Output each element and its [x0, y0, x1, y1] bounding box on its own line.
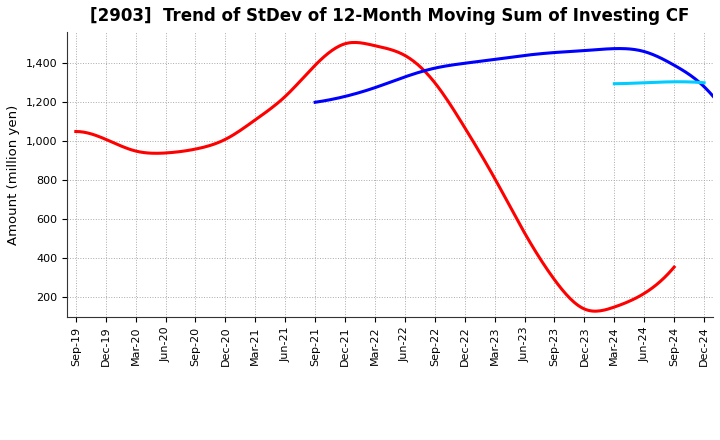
5 Years — [578, 48, 587, 53]
3 Years — [592, 308, 600, 314]
5 Years — [690, 76, 699, 81]
3 Years — [71, 129, 80, 134]
3 Years — [618, 301, 626, 307]
5 Years — [616, 46, 624, 51]
3 Years — [577, 305, 586, 311]
3 Years — [670, 264, 678, 270]
5 Years — [585, 48, 594, 53]
5 Years — [311, 99, 320, 105]
Line: 5 Years: 5 Years — [315, 48, 720, 134]
5 Years — [719, 106, 720, 111]
3 Years — [440, 92, 449, 98]
Title: [2903]  Trend of StDev of 12-Month Moving Sum of Investing CF: [2903] Trend of StDev of 12-Month Moving… — [90, 7, 690, 25]
7 Years — [663, 79, 672, 84]
3 Years — [430, 79, 438, 84]
7 Years — [665, 79, 674, 84]
3 Years — [73, 129, 82, 134]
7 Years — [675, 79, 683, 84]
7 Years — [610, 81, 618, 86]
Line: 7 Years: 7 Years — [614, 82, 704, 84]
5 Years — [312, 99, 321, 105]
7 Years — [663, 79, 672, 84]
Y-axis label: Amount (million yen): Amount (million yen) — [7, 104, 20, 245]
7 Years — [611, 81, 619, 86]
3 Years — [350, 40, 359, 45]
7 Years — [700, 80, 708, 85]
Line: 3 Years: 3 Years — [76, 43, 674, 311]
3 Years — [428, 77, 436, 82]
7 Years — [686, 79, 695, 84]
7 Years — [692, 80, 701, 85]
5 Years — [577, 48, 585, 54]
